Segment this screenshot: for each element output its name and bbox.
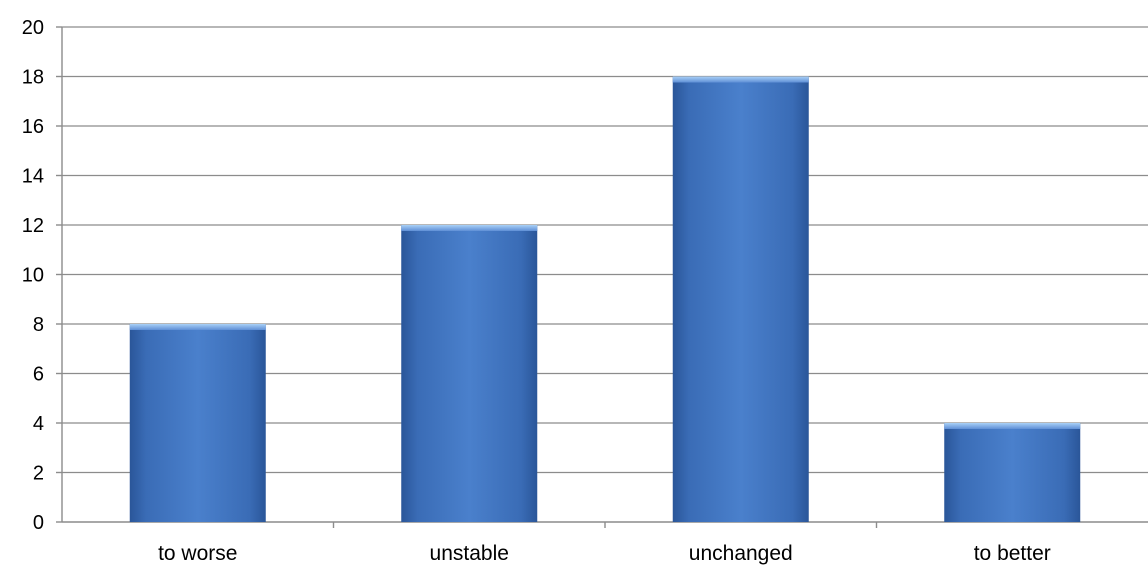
y-tick-label: 16 — [22, 116, 44, 138]
tick-labels: 0 2 4 6 8 10 12 14 16 18 20 to worse unstable unchang… — [22, 17, 1051, 565]
y-tick-label: 8 — [33, 314, 44, 336]
y-tick-label: 10 — [22, 265, 44, 287]
bar-group — [944, 423, 1081, 522]
x-tick-label: to worse — [158, 542, 237, 565]
bar-cap — [672, 76, 809, 83]
bar-cap — [944, 423, 1081, 429]
y-tick-label: 18 — [22, 67, 44, 89]
bar-to-better — [944, 423, 1081, 522]
x-tick-label: to better — [974, 542, 1051, 565]
bar-group — [129, 324, 266, 522]
y-tick-label: 4 — [33, 413, 44, 435]
bar-group — [401, 225, 538, 522]
bar-unstable — [401, 225, 538, 522]
y-tick-label: 12 — [22, 215, 44, 237]
y-tick-label: 14 — [22, 166, 44, 188]
bars — [129, 76, 1081, 522]
bar-to-worse — [129, 324, 266, 522]
y-tick-label: 2 — [33, 463, 44, 485]
bar-cap — [129, 324, 266, 330]
bar-cap — [401, 225, 538, 231]
y-tick-label: 20 — [22, 17, 44, 39]
x-tick-label: unchanged — [689, 542, 793, 565]
y-tick-label: 0 — [33, 512, 44, 534]
bar-group — [672, 76, 809, 522]
y-tick-label: 6 — [33, 364, 44, 386]
x-tick-label: unstable — [430, 542, 509, 565]
bar-unchanged — [672, 76, 809, 522]
